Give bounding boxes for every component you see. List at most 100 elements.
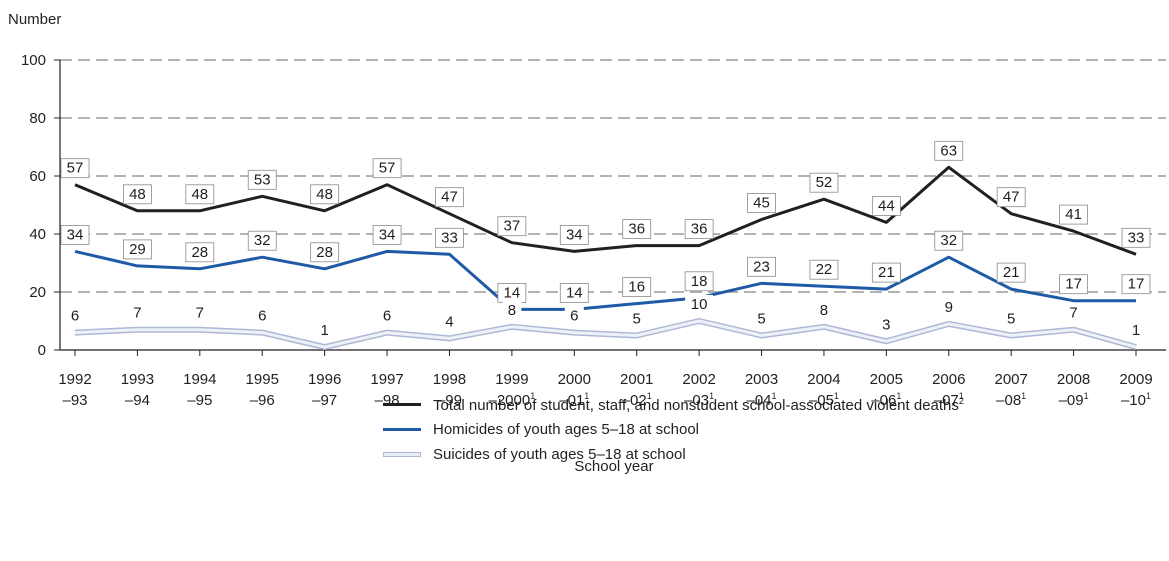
- data-label-bg-suicide: [252, 306, 272, 326]
- data-label-homicide: 14: [566, 284, 583, 301]
- legend: Total number of student, staff, and nons…: [383, 392, 964, 467]
- data-label-bg-total: [809, 172, 839, 193]
- data-label-total: 52: [816, 174, 833, 191]
- grid: [60, 59, 1166, 293]
- x-tick-label-span: –081: [996, 391, 1026, 409]
- data-label-bg-total: [185, 184, 215, 205]
- data-label-bg-total: [559, 224, 589, 245]
- data-label-suicide: 7: [1069, 305, 1077, 322]
- x-tick-label-span: –94: [125, 392, 150, 409]
- data-label-homicide: 34: [379, 226, 396, 243]
- x-tick-label-year: 2008: [1057, 371, 1090, 388]
- data-label-bg-homicide: [934, 230, 964, 251]
- x-tick-label-span: –96: [250, 392, 275, 409]
- x-tick-label-year: 1996: [308, 371, 341, 388]
- legend-item-total: Total number of student, staff, and nons…: [383, 392, 964, 417]
- x-tick-label-span: –031: [684, 391, 714, 409]
- x-tick-label-span: –20001: [489, 391, 536, 409]
- x-tick-label-span: –051: [809, 391, 839, 409]
- legend-swatch-suicide: [383, 452, 421, 457]
- data-label-homicide: 17: [1065, 276, 1082, 293]
- data-label-total: 33: [1128, 229, 1145, 246]
- data-label-suicide: 9: [945, 299, 953, 316]
- data-label-homicide: 32: [254, 232, 271, 249]
- x-tick-label-span: –95: [187, 392, 212, 409]
- y-tick-label: 60: [29, 168, 46, 185]
- data-label-suicide: 7: [133, 305, 141, 322]
- data-label-bg-total: [123, 184, 152, 205]
- data-label-bg-total: [934, 140, 964, 161]
- data-label-bg-homicide: [1121, 274, 1151, 295]
- data-label-suicide: 5: [633, 311, 641, 328]
- data-label-bg-homicide: [684, 271, 714, 292]
- data-label-suicide: 5: [1007, 311, 1015, 328]
- axes: 0 20 40 60 80 100: [21, 52, 1166, 359]
- x-tick-label-span: –041: [747, 391, 777, 409]
- data-label-bg-homicide: [60, 224, 90, 245]
- data-label-total: 48: [191, 186, 208, 203]
- data-label-bg-homicide: [1059, 274, 1088, 295]
- data-label-total: 53: [254, 171, 271, 188]
- legend-item-homicide: Homicides of youth ages 5–18 at school: [383, 417, 964, 442]
- legend-swatch-total: [383, 403, 421, 406]
- data-label-suicide: 4: [445, 313, 453, 330]
- data-label-bg-total: [1121, 227, 1151, 248]
- data-label-suicide: 1: [320, 322, 328, 339]
- data-label-homicide: 14: [504, 284, 521, 301]
- legend-item-suicide: Suicides of youth ages 5–18 at school: [383, 442, 964, 467]
- x-tick-label-span: –061: [871, 391, 901, 409]
- x-tick-label-span: –101: [1121, 391, 1151, 409]
- data-label-bg-homicide: [435, 227, 464, 248]
- legend-label-homicide: Homicides of youth ages 5–18 at school: [433, 421, 699, 438]
- y-tick-label: 80: [29, 110, 46, 127]
- data-label-bg-suicide: [627, 309, 647, 329]
- data-label-total: 47: [1003, 189, 1020, 206]
- data-label-bg-homicide: [871, 262, 901, 283]
- data-label-bg-suicide: [876, 315, 896, 335]
- data-label-bg-homicide: [310, 242, 340, 263]
- x-tick-label-year: 1995: [246, 371, 279, 388]
- x-tick-labels: 1992 –93 1993 –94 1994 –95 1995 –96 1996 –97 1997 –…: [58, 350, 1153, 409]
- data-label-bg-suicide: [65, 306, 85, 326]
- x-tick-label-year: 2000: [558, 371, 591, 388]
- data-label-suicide: 3: [882, 316, 890, 333]
- data-label-bg-total: [871, 195, 901, 216]
- data-label-bg-suicide: [1001, 309, 1021, 329]
- data-label-homicide: 16: [628, 279, 645, 296]
- x-tick-label-span: –99: [437, 392, 462, 409]
- data-label-bg-total: [247, 169, 277, 190]
- series-line-total: [74, 165, 1137, 256]
- data-label-homicide: 28: [316, 244, 333, 261]
- data-label-bg-suicide: [190, 303, 210, 323]
- data-label-homicide: 22: [816, 261, 833, 278]
- data-label-bg-homicide: [809, 259, 839, 280]
- y-tick-label: 40: [29, 226, 46, 243]
- data-label-bg-total: [684, 219, 714, 240]
- data-label-suicide: 8: [820, 302, 828, 319]
- data-label-total: 37: [504, 218, 521, 235]
- data-label-total: 57: [379, 160, 396, 177]
- legend-label-suicide: Suicides of youth ages 5–18 at school: [433, 446, 686, 463]
- y-tick-label: 0: [38, 342, 46, 359]
- x-tick-label-year: 2006: [932, 371, 965, 388]
- data-label-homicide: 23: [753, 258, 770, 275]
- data-label-total: 45: [753, 195, 770, 212]
- data-label-bg-total: [747, 193, 776, 213]
- data-label-bg-homicide: [747, 256, 776, 277]
- x-tick-label-year: 1994: [183, 371, 216, 388]
- data-label-total: 47: [441, 189, 458, 206]
- data-label-bg-suicide: [1126, 321, 1146, 341]
- data-label-bg-homicide: [559, 282, 589, 303]
- data-label-total: 57: [67, 160, 84, 177]
- data-label-suicide: 7: [196, 305, 204, 322]
- x-tick-label-year: 1993: [121, 371, 154, 388]
- x-tick-label-year: 2009: [1119, 371, 1152, 388]
- data-label-homicide: 18: [691, 273, 708, 290]
- data-label-homicide: 17: [1128, 276, 1145, 293]
- data-label-bg-total: [372, 158, 402, 179]
- data-label-bg-total: [310, 184, 340, 205]
- data-label-total: 36: [691, 221, 708, 238]
- data-label-bg-total: [996, 187, 1026, 208]
